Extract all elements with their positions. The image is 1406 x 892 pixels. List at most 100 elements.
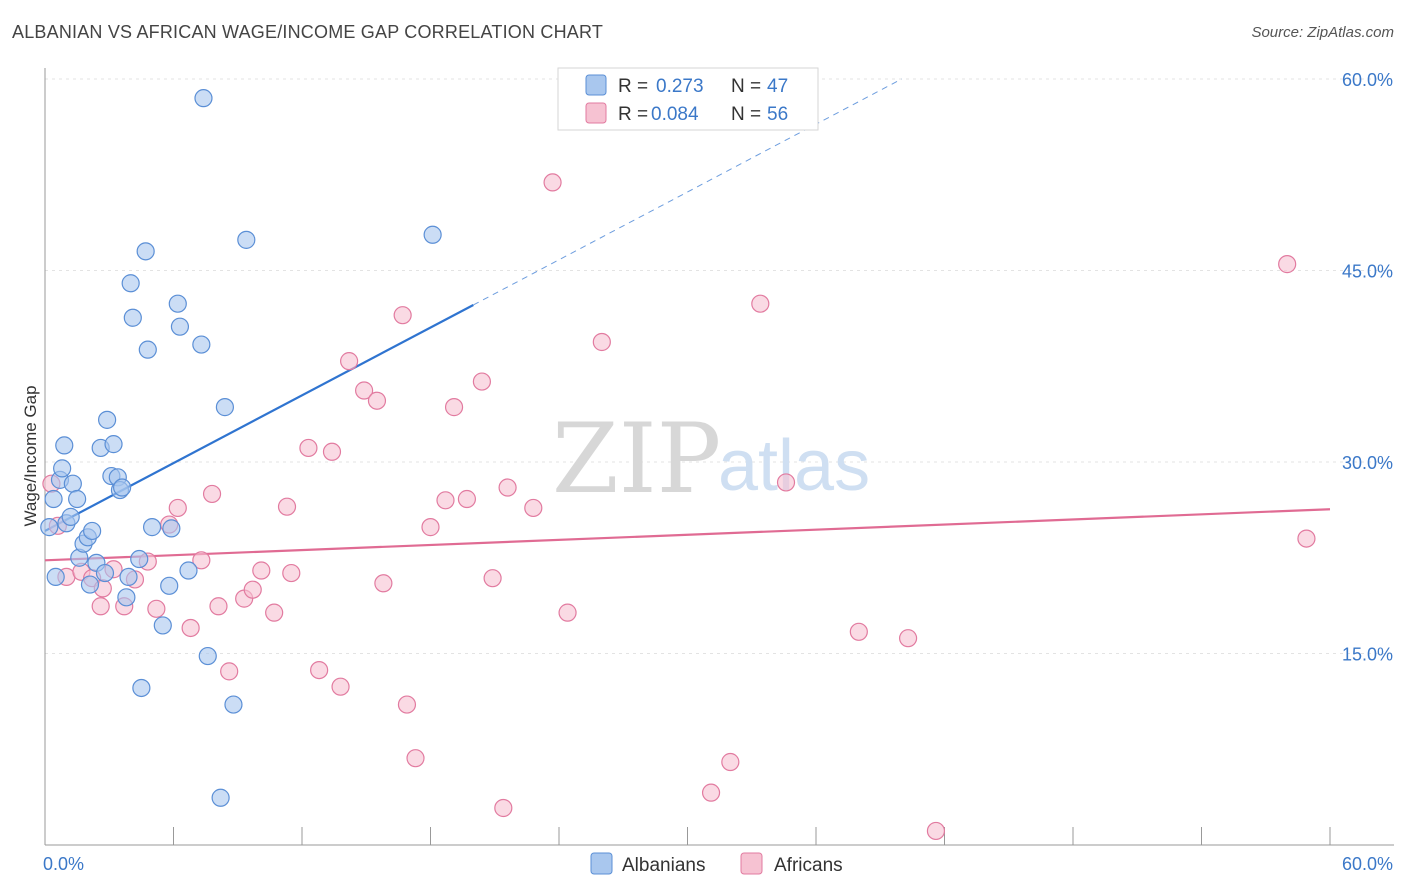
african-point-23 xyxy=(277,497,297,516)
africans-trend-line xyxy=(44,508,1331,562)
africans-n-label: N = xyxy=(731,104,761,125)
albanian-point-24 xyxy=(117,588,136,607)
african-point-26 xyxy=(310,660,329,680)
african-point-40 xyxy=(472,372,491,391)
african-point-15 xyxy=(192,551,211,570)
african-point-41 xyxy=(483,569,502,588)
african-point-16 xyxy=(202,484,222,504)
african-point-25 xyxy=(299,438,318,458)
african-point-52 xyxy=(849,622,868,641)
chart-title: ALBANIAN VS AFRICAN WAGE/INCOME GAP CORR… xyxy=(12,22,604,42)
african-point-49 xyxy=(721,752,740,772)
albanian-point-7 xyxy=(61,507,80,526)
african-point-44 xyxy=(524,498,543,518)
african-point-53 xyxy=(898,629,918,648)
africans-r-value: 0.084 xyxy=(651,104,699,125)
albanians-r-label: R = xyxy=(618,76,648,97)
y-tick-label-30: 30.0% xyxy=(1342,453,1393,473)
albanian-point-35 xyxy=(162,519,181,538)
african-point-32 xyxy=(374,574,393,593)
africans-r-label: R = xyxy=(618,104,648,125)
african-point-5 xyxy=(91,597,110,616)
albanian-point-1 xyxy=(44,489,63,509)
african-point-48 xyxy=(701,783,721,802)
x-tick-label-max: 60.0% xyxy=(1342,854,1393,874)
african-point-34 xyxy=(397,695,417,714)
african-point-18 xyxy=(220,662,239,681)
albanian-point-28 xyxy=(130,549,149,569)
tick-labels: 15.0% 30.0% 45.0% 60.0% 0.0% 60.0% xyxy=(43,70,1393,874)
african-point-14 xyxy=(181,618,200,638)
albanian-point-5 xyxy=(55,436,74,455)
albanian-point-4 xyxy=(53,459,72,478)
albanian-point-32 xyxy=(142,518,162,537)
african-point-20 xyxy=(243,580,262,599)
axes xyxy=(44,68,1394,846)
albanians-trend-extension xyxy=(473,78,902,306)
y-tick-label-15: 15.0% xyxy=(1342,645,1393,665)
african-point-39 xyxy=(457,489,477,509)
african-point-30 xyxy=(355,381,374,400)
african-point-50 xyxy=(751,294,770,313)
albanian-point-2 xyxy=(46,567,65,587)
albanian-point-45 xyxy=(237,230,256,249)
african-point-31 xyxy=(367,391,387,410)
albanian-point-42 xyxy=(211,788,230,807)
watermark-zip: ZIP xyxy=(552,403,721,515)
albanian-point-20 xyxy=(104,435,123,454)
albanian-point-31 xyxy=(138,340,157,359)
african-point-17 xyxy=(209,597,228,616)
grid-lines xyxy=(45,78,1394,654)
african-point-38 xyxy=(444,398,464,417)
african-point-11 xyxy=(147,599,166,618)
albanian-point-33 xyxy=(153,616,172,635)
albanian-point-9 xyxy=(68,489,87,509)
african-point-35 xyxy=(406,749,425,768)
watermark-atlas: atlas xyxy=(718,426,870,506)
albanian-point-39 xyxy=(192,335,211,354)
african-point-55 xyxy=(1278,255,1297,274)
source-credit: Source: ZipAtlas.com xyxy=(1251,24,1394,41)
albanian-point-14 xyxy=(83,521,102,541)
african-point-46 xyxy=(558,603,577,622)
albanian-point-34 xyxy=(160,576,179,595)
albanian-point-18 xyxy=(98,410,117,429)
albanian-point-30 xyxy=(136,242,155,261)
albanian-point-0 xyxy=(40,518,59,537)
stats-legend: R = 0.273 N = 47 R = 0.084 N = 56 xyxy=(557,67,819,131)
albanian-point-23 xyxy=(112,478,132,497)
albanian-point-38 xyxy=(179,561,198,580)
legend-africans-swatch xyxy=(740,852,763,875)
african-point-21 xyxy=(252,561,271,580)
albanian-point-46 xyxy=(423,225,442,244)
legend-africans-label: Africans xyxy=(774,855,843,876)
albanian-point-40 xyxy=(194,89,213,108)
albanians-n-value: 47 xyxy=(767,76,788,97)
legend-albanians-label: Albanians xyxy=(622,855,705,876)
african-point-29 xyxy=(340,352,359,371)
y-axis-title: Wage/Income Gap xyxy=(21,385,40,526)
african-point-24 xyxy=(282,563,301,583)
albanian-point-36 xyxy=(168,294,187,313)
data-points xyxy=(40,89,1316,841)
africans-n-value: 56 xyxy=(767,104,788,125)
albanian-point-43 xyxy=(215,398,234,417)
albanian-point-44 xyxy=(224,695,243,714)
albanians-swatch xyxy=(585,74,607,96)
african-point-28 xyxy=(331,677,350,696)
watermark: ZIP atlas xyxy=(552,403,870,515)
series-legend: Albanians Africans xyxy=(590,852,843,876)
african-point-27 xyxy=(322,442,342,461)
albanians-r-value: 0.273 xyxy=(656,76,704,97)
african-point-51 xyxy=(776,473,796,492)
albanian-point-29 xyxy=(132,678,151,698)
african-point-42 xyxy=(494,798,513,818)
african-point-54 xyxy=(926,821,946,841)
legend-albanians-swatch xyxy=(590,852,613,875)
african-point-36 xyxy=(421,518,440,537)
x-tick-label-min: 0.0% xyxy=(43,854,84,874)
albanian-point-8 xyxy=(63,474,82,493)
africans-swatch xyxy=(585,102,607,124)
african-point-13 xyxy=(168,498,187,518)
